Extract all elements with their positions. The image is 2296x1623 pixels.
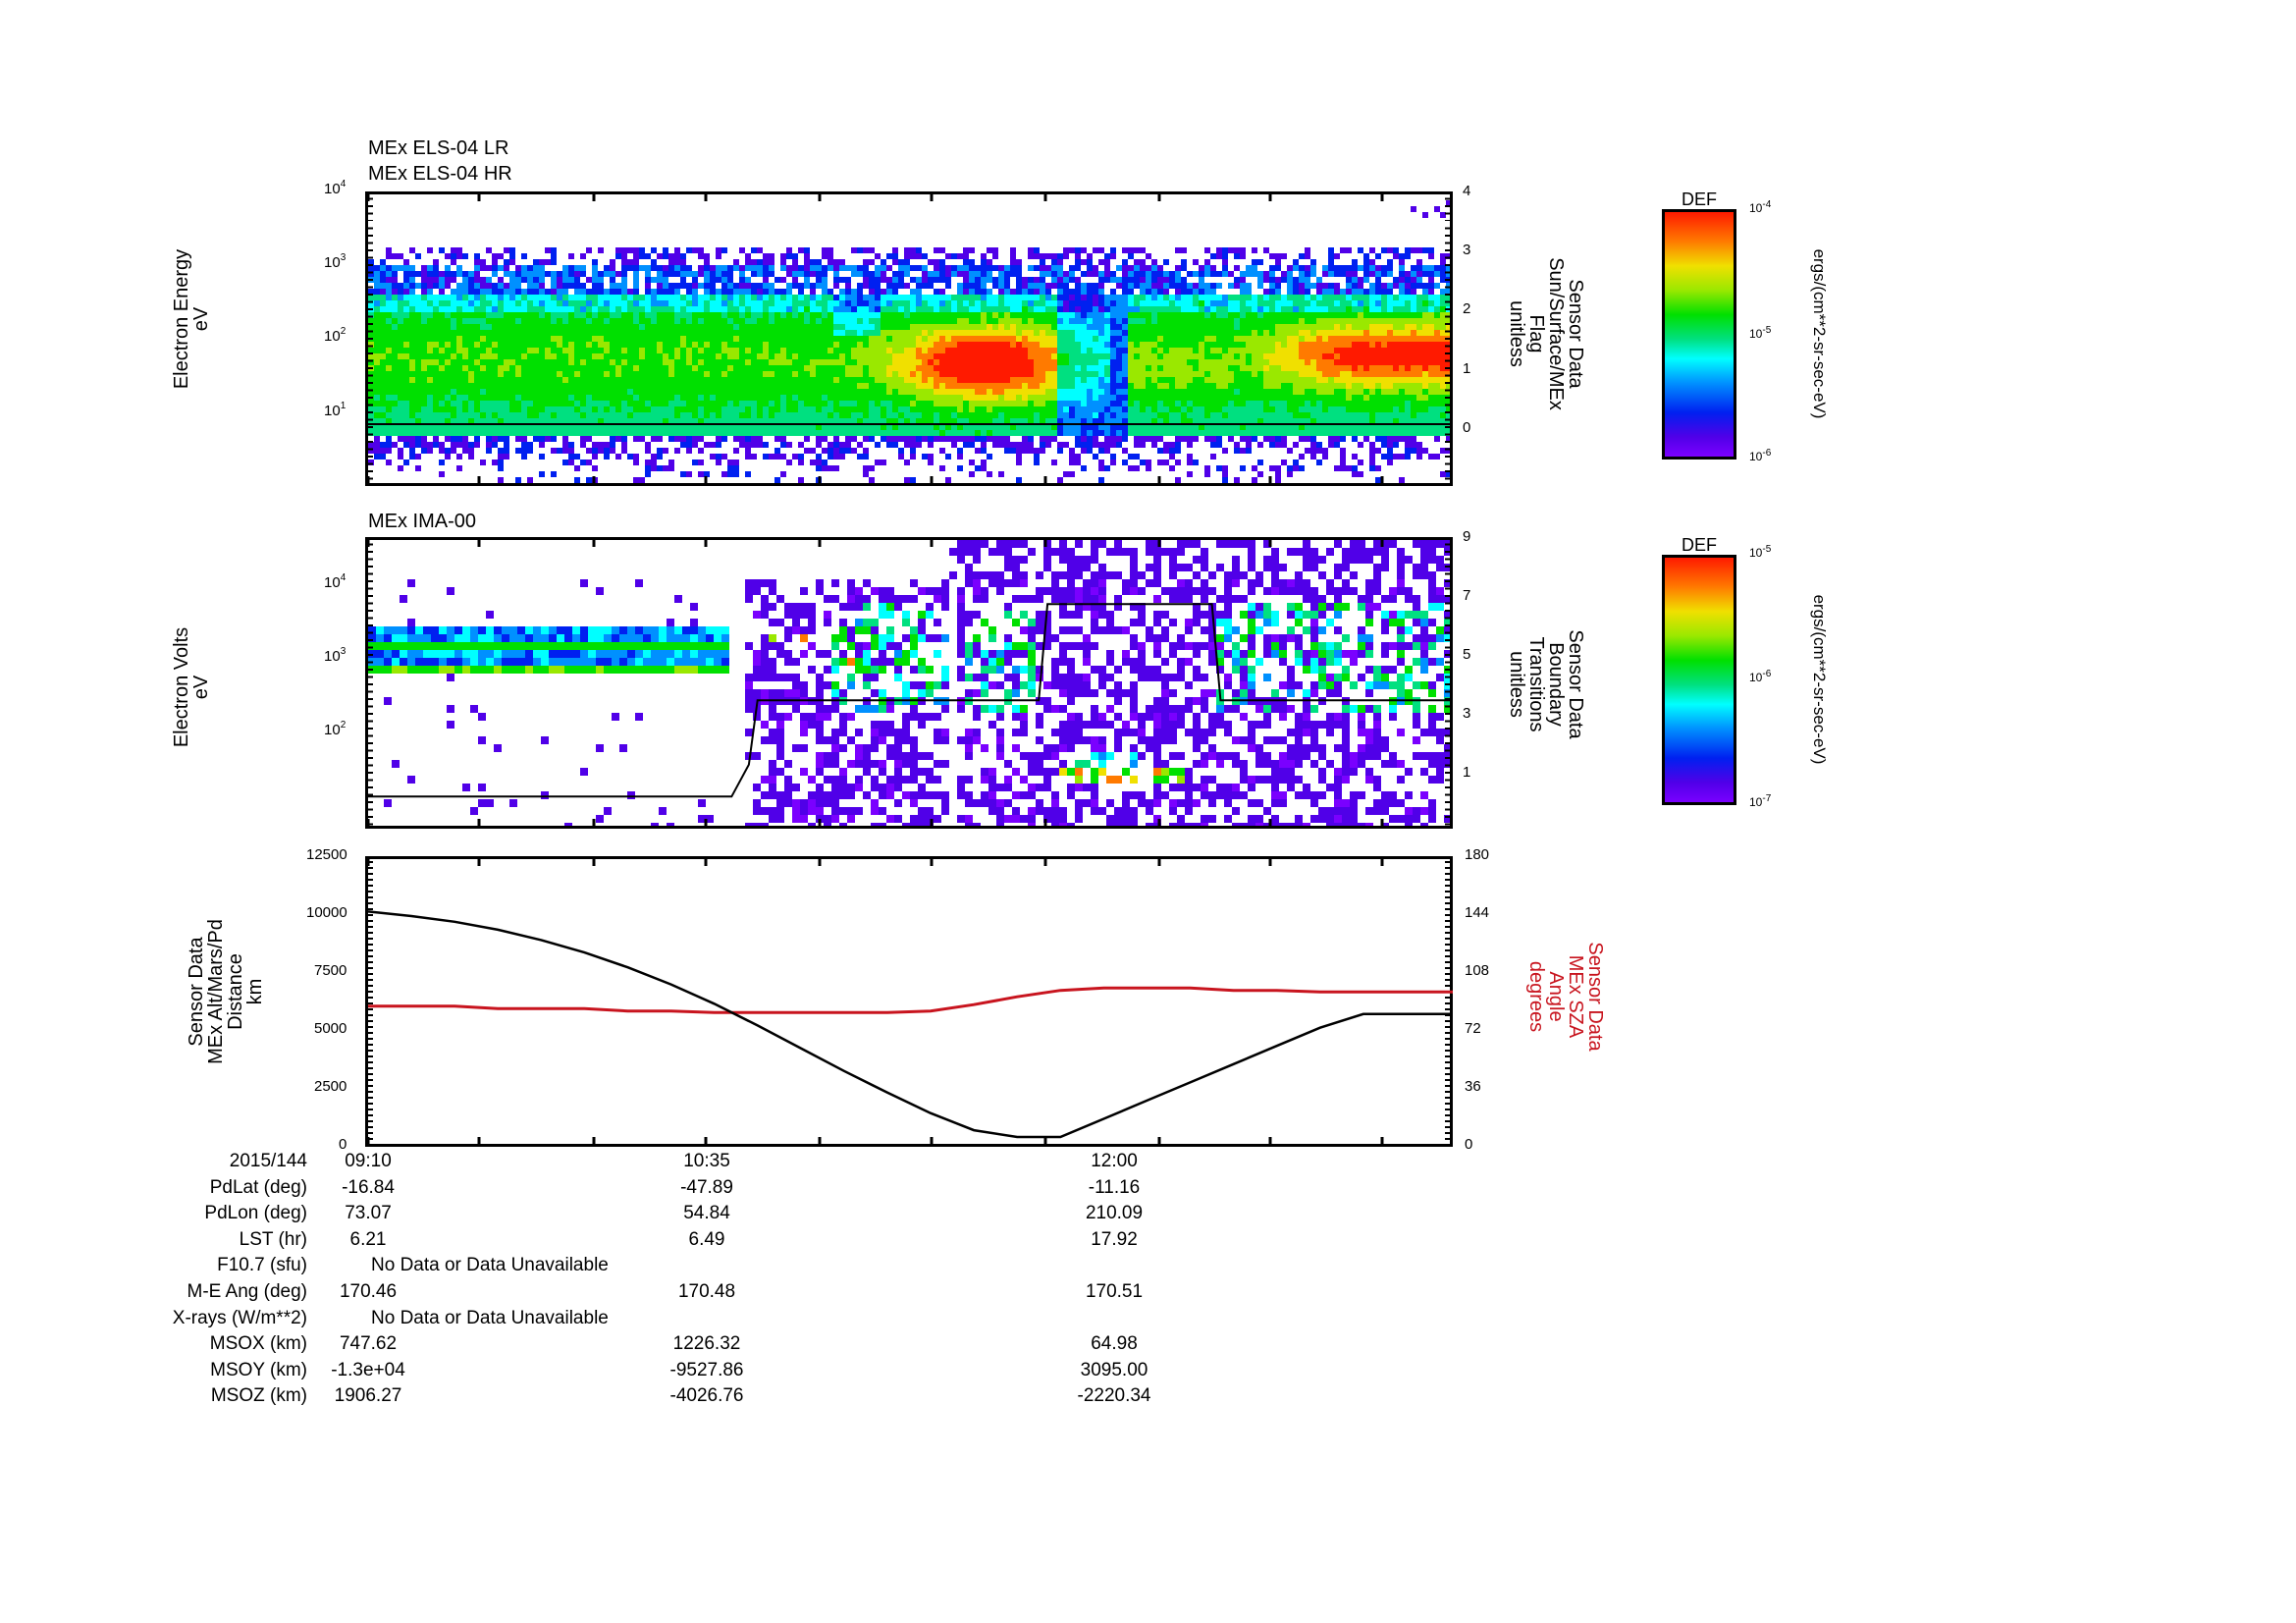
ima-axes xyxy=(365,537,1453,829)
info-label: X-rays (W/m**2) xyxy=(172,1307,307,1328)
orbit-y2tick-0: 0 xyxy=(1465,1136,1473,1153)
orbit-ytick-0: 0 xyxy=(339,1136,347,1153)
ima-colorbar xyxy=(1662,555,1736,805)
info-label: LST (hr) xyxy=(239,1228,307,1250)
ima-y2tick-9: 9 xyxy=(1463,528,1471,545)
info-value: 747.62 xyxy=(339,1333,398,1355)
info-value: -16.84 xyxy=(342,1176,395,1198)
info-label: MSOZ (km) xyxy=(210,1385,307,1407)
info-value: 17.92 xyxy=(1091,1228,1138,1250)
els-ytick-1e4: 104 xyxy=(324,179,347,197)
els-y2tick-4: 4 xyxy=(1463,183,1471,199)
orbit-y2tick-72: 72 xyxy=(1465,1020,1481,1037)
orbit-y2label: Sensor Data MEx SZA Angle degrees xyxy=(1525,942,1606,1052)
info-label: MSOX (km) xyxy=(209,1333,307,1355)
orbit-y2tick-36: 36 xyxy=(1465,1078,1481,1095)
ima-ytick-1e4: 104 xyxy=(324,572,347,591)
els-ylabel: Electron Energy eV xyxy=(171,248,212,390)
ima-cbar-min: 10-7 xyxy=(1749,793,1772,809)
els-y2tick-2: 2 xyxy=(1463,300,1471,317)
info-unavailable: No Data or Data Unavailable xyxy=(371,1307,609,1328)
els-y2tick-3: 3 xyxy=(1463,242,1471,258)
ima-ylabel: Electron Volts eV xyxy=(171,626,212,748)
orbit-ytick-12500: 12500 xyxy=(306,846,347,863)
info-label: PdLat (deg) xyxy=(209,1176,307,1198)
els-title-lr: MEx ELS-04 LR xyxy=(368,137,509,159)
info-value: 64.98 xyxy=(1091,1333,1138,1355)
info-value: 1226.32 xyxy=(672,1333,741,1355)
els-y2label: Sensor Data Sun/Surface/MEx Flag unitless xyxy=(1506,257,1586,410)
ima-cbar-units: ergs/(cm**2-sr-sec-eV) xyxy=(1810,594,1829,765)
info-value: 3095.00 xyxy=(1080,1359,1148,1380)
info-value: 54.84 xyxy=(683,1203,730,1224)
info-value: -47.89 xyxy=(680,1176,733,1198)
info-value: 12:00 xyxy=(1091,1151,1138,1171)
info-value: -9527.86 xyxy=(669,1359,744,1380)
ima-cbar-mid: 10-6 xyxy=(1749,669,1772,684)
els-y2tick-1: 1 xyxy=(1463,360,1471,377)
info-value: 170.46 xyxy=(339,1281,398,1302)
info-value: 73.07 xyxy=(345,1203,392,1224)
orbit-ytick-7500: 7500 xyxy=(314,962,347,979)
info-value: 10:35 xyxy=(683,1151,730,1171)
info-value: 1906.27 xyxy=(334,1385,402,1407)
els-cbar-min: 10-6 xyxy=(1749,448,1772,463)
els-colorbar-title: DEF xyxy=(1682,189,1717,209)
sza-line xyxy=(368,986,1453,1014)
els-spectrogram xyxy=(368,194,1450,483)
els-y2tick-0: 0 xyxy=(1463,419,1471,436)
ima-cbar-max: 10-5 xyxy=(1749,544,1772,560)
info-label: 2015/144 xyxy=(229,1151,307,1171)
els-cbar-mid: 10-5 xyxy=(1749,325,1772,341)
info-value: 170.48 xyxy=(677,1281,736,1302)
els-ytick-1e3: 103 xyxy=(324,252,347,271)
orbit-ytick-2500: 2500 xyxy=(314,1078,347,1095)
ima-spectrogram xyxy=(368,540,1450,826)
info-label: F10.7 (sfu) xyxy=(217,1255,307,1276)
info-value: 09:10 xyxy=(345,1151,392,1171)
info-value: 6.49 xyxy=(688,1228,725,1250)
info-label: M-E Ang (deg) xyxy=(187,1281,308,1302)
info-unavailable: No Data or Data Unavailable xyxy=(371,1255,609,1276)
info-value: -2220.34 xyxy=(1077,1385,1151,1407)
els-cbar-max: 10-4 xyxy=(1749,199,1772,215)
ima-ytick-1e2: 102 xyxy=(324,720,347,738)
orbit-ytick-10000: 10000 xyxy=(306,904,347,921)
ima-y2label: Sensor Data Boundary Transitions unitless xyxy=(1506,629,1586,739)
ima-y2tick-7: 7 xyxy=(1463,587,1471,604)
orbit-y2tick-144: 144 xyxy=(1465,904,1490,921)
info-value: -4026.76 xyxy=(669,1385,744,1407)
orbit-y2tick-108: 108 xyxy=(1465,962,1490,979)
ima-colorbar-title: DEF xyxy=(1682,535,1717,555)
els-title-hr: MEx ELS-04 HR xyxy=(368,163,512,185)
els-ytick-1e2: 102 xyxy=(324,326,347,345)
ima-y2tick-5: 5 xyxy=(1463,646,1471,663)
ima-title: MEx IMA-00 xyxy=(368,511,477,532)
info-value: 6.21 xyxy=(349,1228,387,1250)
info-value: 210.09 xyxy=(1085,1203,1144,1224)
altitude-line xyxy=(367,910,1453,1139)
info-value: 170.51 xyxy=(1085,1281,1144,1302)
orbit-ytick-5000: 5000 xyxy=(314,1020,347,1037)
ima-y2tick-3: 3 xyxy=(1463,705,1471,722)
els-axes xyxy=(365,191,1453,486)
els-cbar-units: ergs/(cm**2-sr-sec-eV) xyxy=(1810,248,1829,419)
info-label: MSOY (km) xyxy=(210,1359,307,1380)
ima-ytick-1e3: 103 xyxy=(324,646,347,665)
info-value: -11.16 xyxy=(1088,1176,1141,1198)
orbit-y2tick-180: 180 xyxy=(1465,846,1490,863)
orbit-ylabel: Sensor Data MEx Alt/Mars/Pd Distance km xyxy=(186,919,266,1064)
els-colorbar xyxy=(1662,209,1736,460)
orbit-plot xyxy=(365,856,1453,1147)
els-ytick-1e1: 101 xyxy=(324,401,347,419)
ima-y2tick-1: 1 xyxy=(1463,764,1471,781)
info-label: PdLon (deg) xyxy=(204,1203,307,1224)
info-value: -1.3e+04 xyxy=(331,1359,405,1380)
